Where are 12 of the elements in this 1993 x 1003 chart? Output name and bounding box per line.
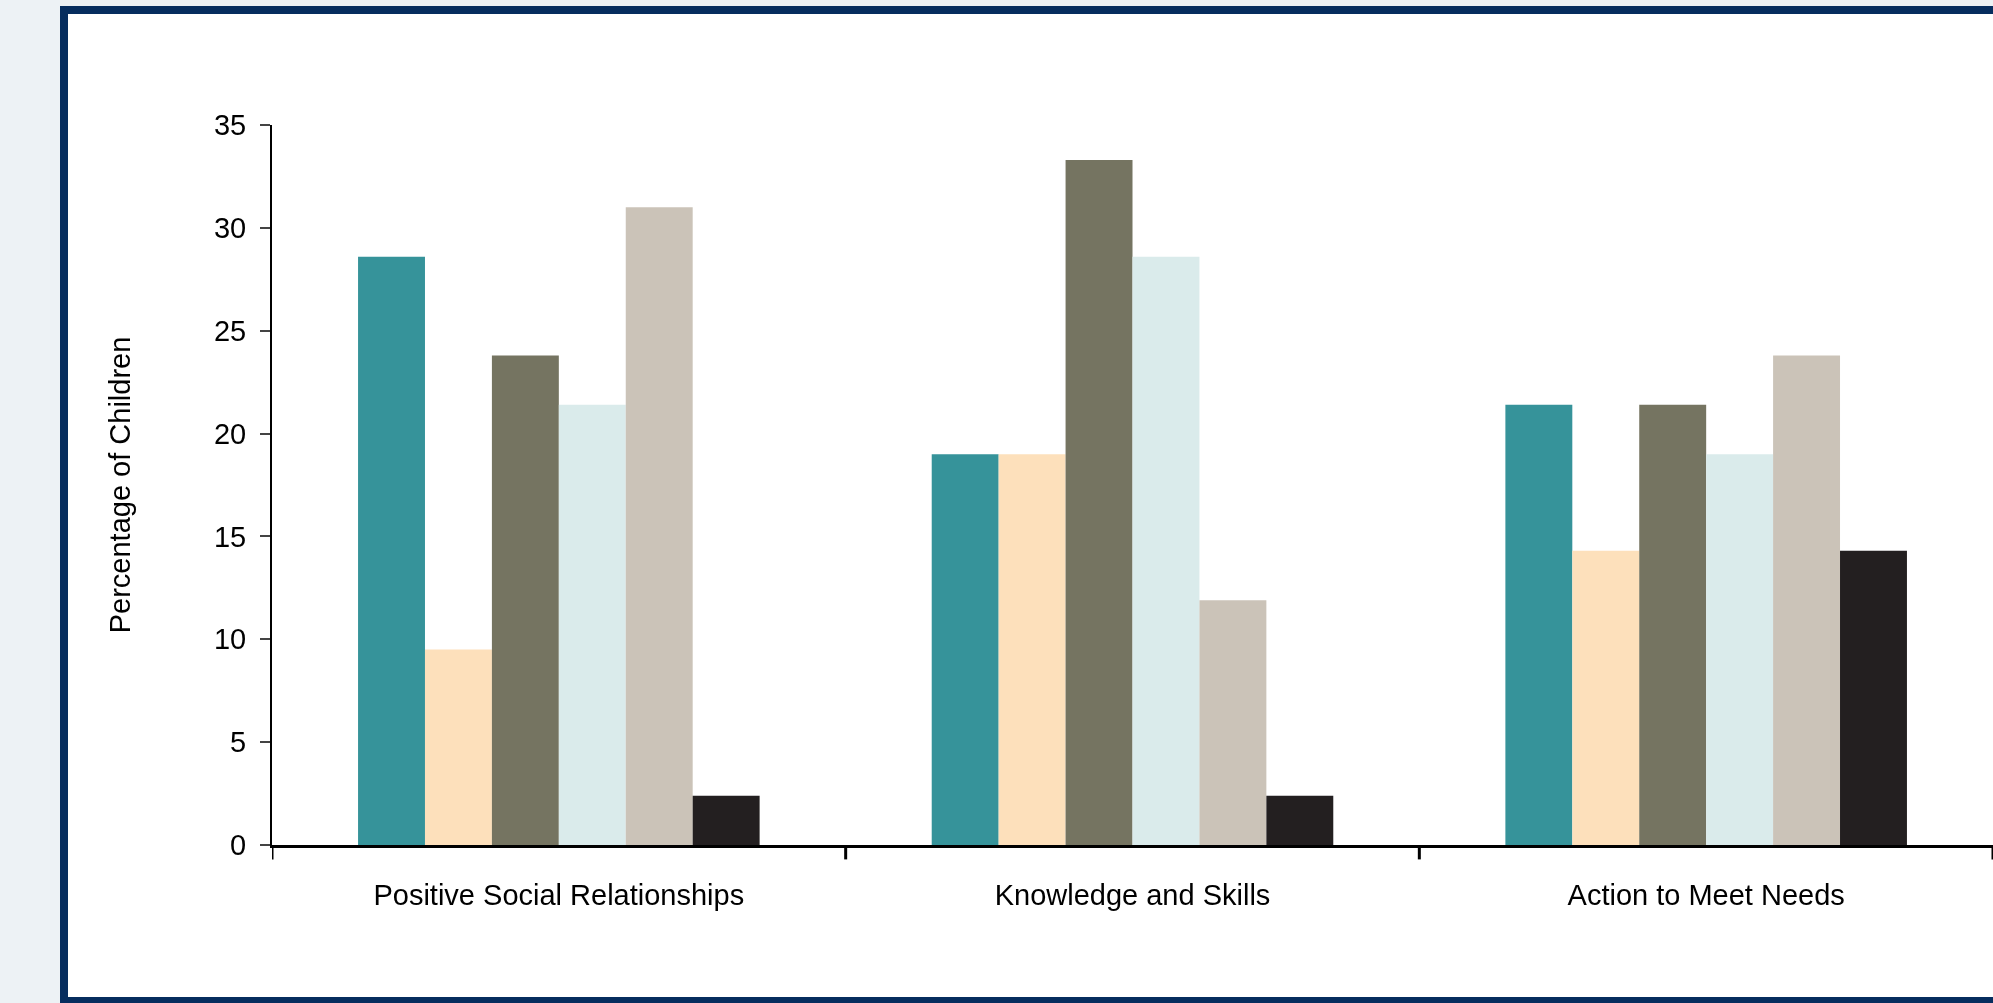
y-tick-label: 15 xyxy=(213,520,247,553)
x-tick-label: Positive Social Relationships xyxy=(373,878,745,911)
y-tick-label: 35 xyxy=(213,109,247,142)
y-tick-label: 30 xyxy=(213,212,247,245)
y-tick-label: 20 xyxy=(213,417,247,450)
y-tick-label: 5 xyxy=(230,726,247,759)
x-tick-label: Knowledge and Skills xyxy=(994,878,1271,911)
y-axis-title: Percentage of Children xyxy=(103,336,136,634)
y-tick-label: 10 xyxy=(213,623,247,656)
y-tick-label: 25 xyxy=(213,314,247,347)
y-tick-label: 0 xyxy=(230,829,247,862)
x-tick-label: Action to Meet Needs xyxy=(1567,878,1845,911)
